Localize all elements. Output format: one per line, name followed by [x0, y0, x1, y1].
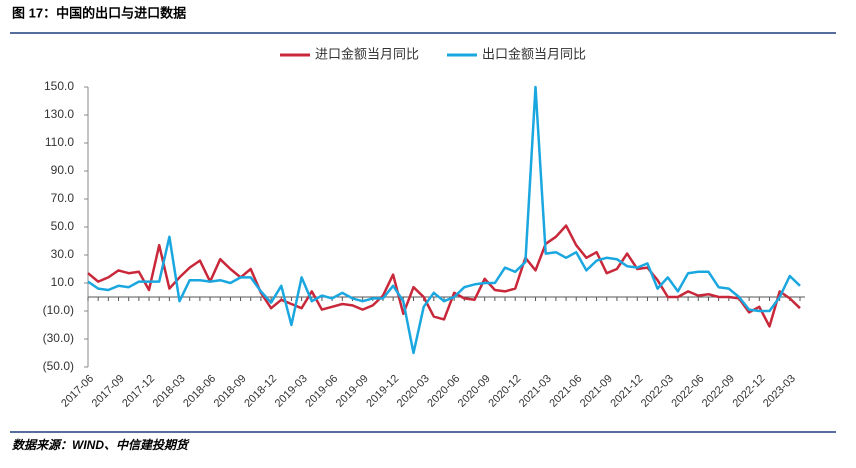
y-tick-label: 150.0	[44, 79, 74, 93]
y-tick-label: 30.0	[51, 247, 75, 261]
x-tick-label: 2023-03	[761, 373, 798, 410]
x-tick-label: 2020-03	[395, 373, 432, 410]
y-tick-label: (50.0)	[43, 359, 74, 373]
chart-title: 图 17：中国的出口与进口数据	[12, 5, 186, 20]
x-tick-label: 2018-09	[212, 373, 249, 410]
x-tick-label: 2017-09	[90, 373, 127, 410]
x-tick-label: 2018-03	[151, 373, 188, 410]
x-tick-label: 2019-03	[273, 373, 310, 410]
y-tick-label: 90.0	[51, 163, 75, 177]
y-tick-label: 130.0	[44, 107, 74, 121]
x-tick-label: 2017-12	[120, 373, 157, 410]
x-tick-label: 2019-09	[334, 373, 371, 410]
legend-label: 出口金额当月同比	[482, 46, 586, 61]
x-tick-label: 2021-12	[608, 373, 645, 410]
x-tick-label: 2020-06	[425, 373, 462, 410]
series-line	[87, 224, 801, 328]
x-tick-label: 2022-06	[669, 373, 706, 410]
x-tick-label: 2020-09	[456, 373, 493, 410]
series-line	[87, 85, 801, 355]
x-tick-label: 2021-09	[578, 373, 615, 410]
x-tick-label: 2022-12	[730, 373, 767, 410]
y-tick-label: 70.0	[51, 191, 75, 205]
y-tick-label: 110.0	[45, 135, 74, 149]
x-tick-label: 2021-06	[547, 373, 584, 410]
x-tick-label: 2019-12	[364, 373, 401, 410]
x-tick-label: 2017-06	[59, 373, 96, 410]
y-tick-label: 10.0	[51, 275, 75, 289]
legend-label: 进口金额当月同比	[315, 46, 419, 61]
y-tick-label: 50.0	[51, 219, 75, 233]
x-tick-label: 2021-03	[517, 373, 554, 410]
x-tick-label: 2019-06	[303, 373, 340, 410]
x-tick-label: 2018-06	[181, 373, 218, 410]
x-tick-label: 2020-12	[486, 373, 523, 410]
x-tick-label: 2022-03	[639, 373, 676, 410]
y-tick-label: (10.0)	[43, 303, 74, 317]
source-note: 数据来源：WIND、中信建投期货	[12, 438, 190, 452]
x-tick-label: 2018-12	[242, 373, 279, 410]
x-tick-label: 2022-09	[700, 373, 737, 410]
y-tick-label: (30.0)	[43, 331, 74, 345]
